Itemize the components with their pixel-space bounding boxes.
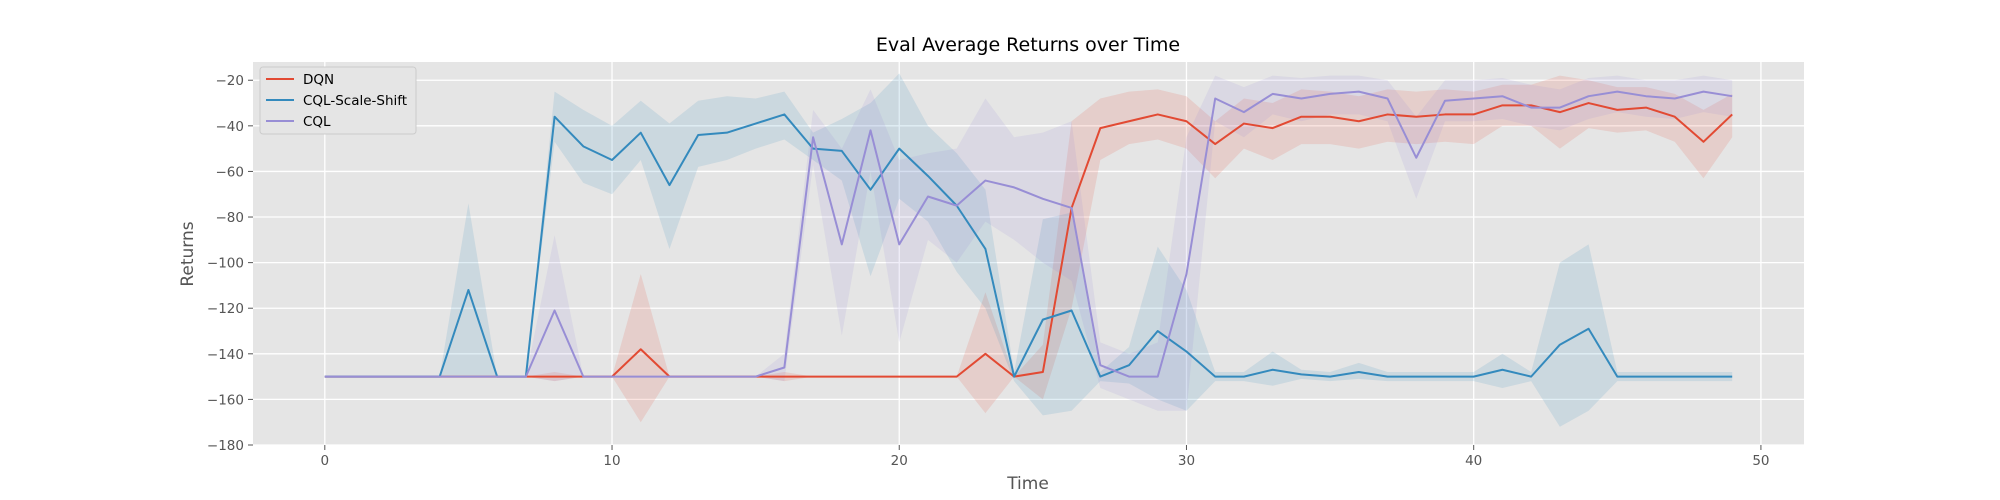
x-tick-label: 40	[1465, 453, 1482, 469]
y-axis-label: Returns	[178, 221, 198, 286]
x-tick-label: 30	[1178, 453, 1195, 469]
y-tick-label: −80	[216, 210, 245, 226]
legend-label-cql-scale-shift: CQL-Scale-Shift	[303, 93, 407, 109]
band-cql	[324, 75, 1733, 411]
band-cql-scale-shift	[324, 73, 1733, 427]
legend-label-dqn: DQN	[303, 72, 334, 88]
y-axis-ticks: −20 −40 −60 −80 −100 −120 −140 −160 −180	[207, 73, 253, 454]
x-tick-label: 20	[891, 453, 908, 469]
x-axis-label: Time	[1006, 474, 1049, 494]
y-tick-label: −20	[216, 73, 245, 89]
band-dqn	[324, 75, 1733, 423]
line-dqn	[324, 102, 1733, 378]
confidence-bands	[324, 73, 1733, 427]
y-tick-label: −60	[216, 164, 245, 180]
line-cql-scale-shift	[324, 113, 1733, 378]
line-cql	[324, 90, 1733, 378]
y-tick-label: −100	[207, 256, 244, 272]
legend: DQN CQL-Scale-Shift CQL	[259, 66, 417, 135]
y-tick-label: −160	[207, 392, 244, 408]
y-tick-label: −140	[207, 347, 244, 363]
y-tick-label: −120	[207, 301, 244, 317]
y-tick-label: −40	[216, 119, 245, 135]
legend-label-cql: CQL	[303, 114, 331, 130]
grid	[253, 62, 1804, 446]
x-tick-label: 0	[321, 453, 330, 469]
series-lines	[324, 90, 1733, 378]
legend-box	[259, 66, 417, 135]
chart-title: Eval Average Returns over Time	[876, 34, 1180, 56]
x-tick-label: 50	[1752, 453, 1769, 469]
x-axis-ticks: 0 10 20 30 40 50	[321, 445, 1770, 469]
x-tick-label: 10	[603, 453, 620, 469]
y-tick-label: −180	[207, 438, 244, 454]
